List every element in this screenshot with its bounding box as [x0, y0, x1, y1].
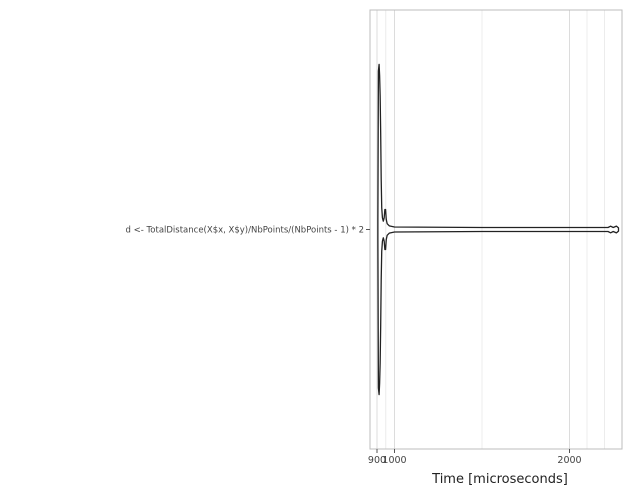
x-axis-title: Time [microseconds] — [431, 472, 568, 487]
x-tick-label: 1000 — [382, 455, 406, 466]
y-category-label: d <- TotalDistance(X$x, X$y)/NbPoints/(N… — [126, 226, 364, 236]
violin-group — [377, 63, 620, 396]
violin-shape — [377, 63, 620, 396]
plot-panel-border — [369, 9, 623, 450]
x-tick-label: 2000 — [557, 455, 581, 466]
grid-lines — [376, 10, 605, 449]
x-tick-label: 900 — [368, 455, 386, 466]
y-axis-ticks: d <- TotalDistance(X$x, X$y)/NbPoints/(N… — [126, 226, 370, 236]
